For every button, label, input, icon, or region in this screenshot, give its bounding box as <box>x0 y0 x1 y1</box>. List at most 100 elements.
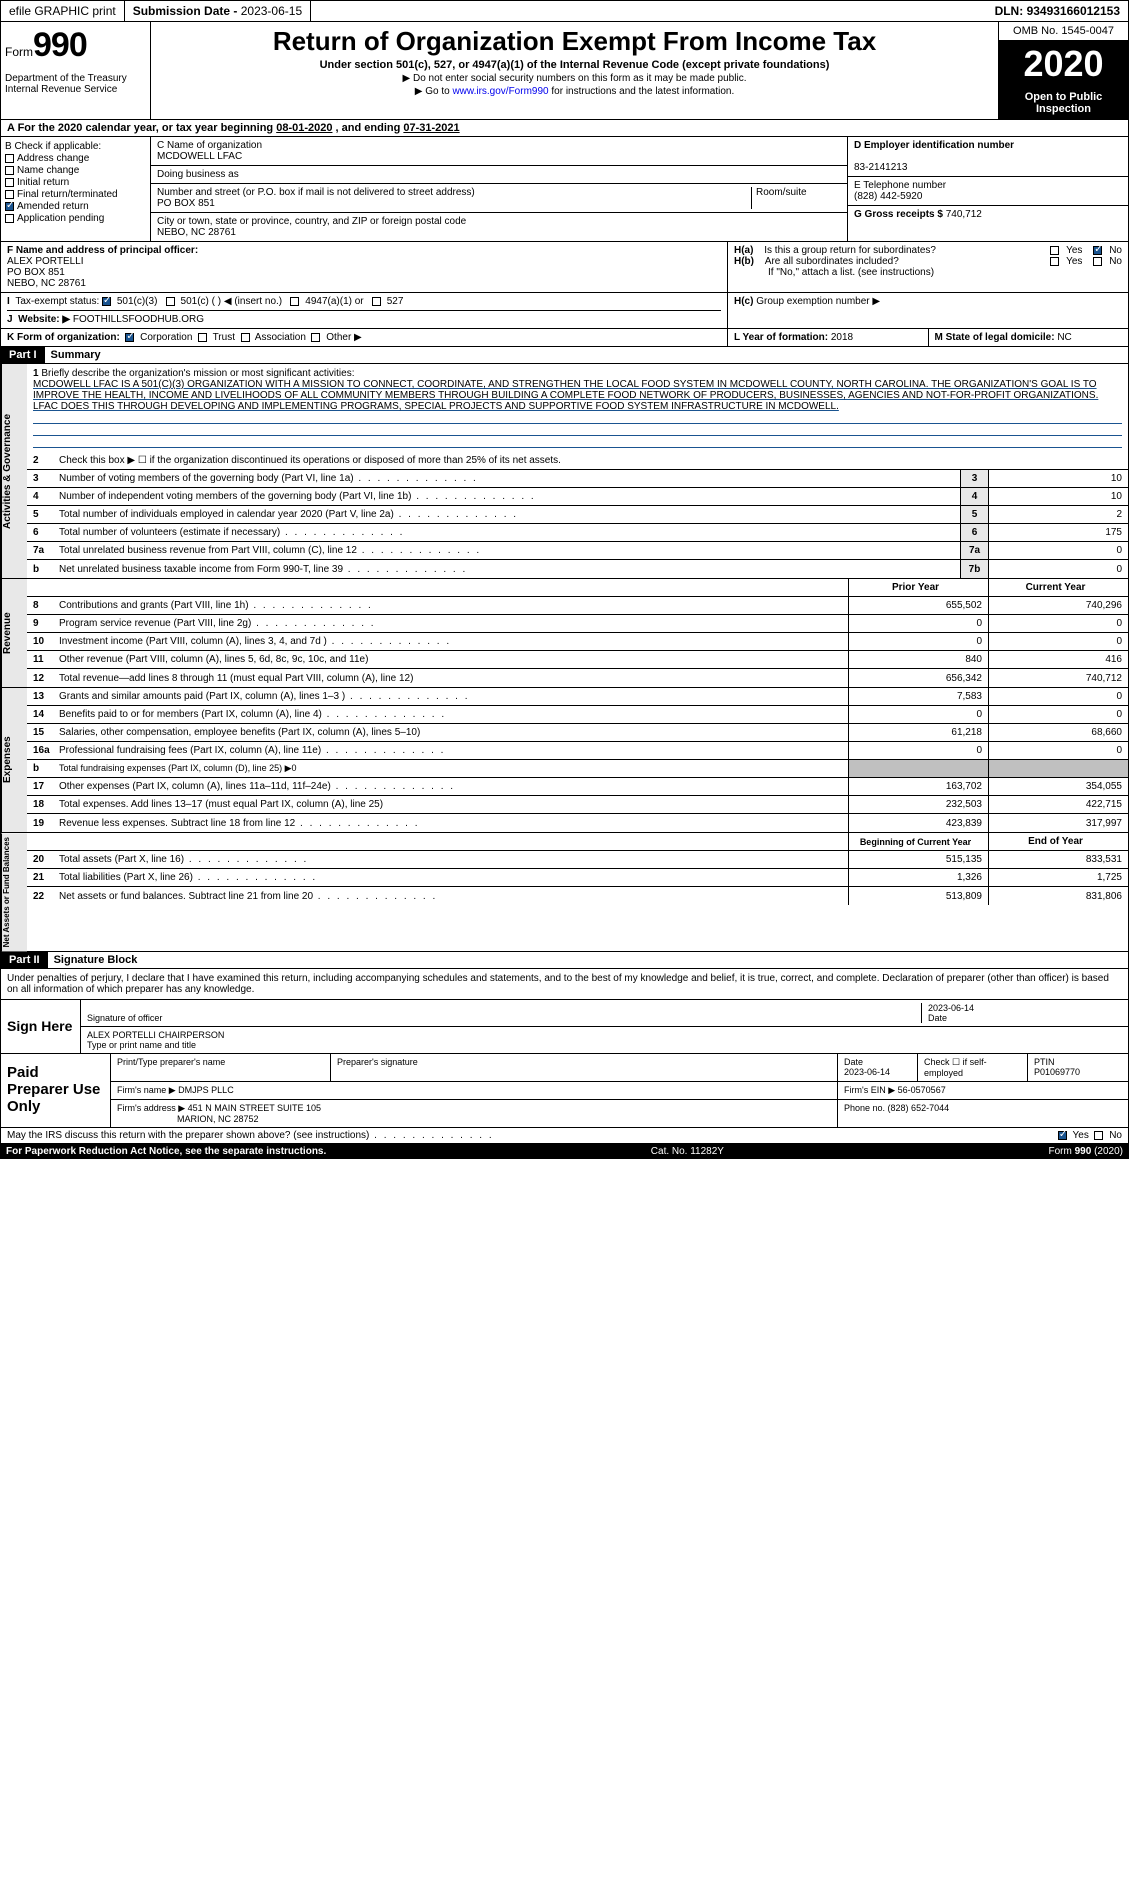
hb-yes[interactable] <box>1050 257 1059 266</box>
val-22c: 831,806 <box>988 887 1128 905</box>
h-note: If "No," attach a list. (see instruction… <box>734 267 1122 278</box>
sig-date-lbl: Date <box>928 1013 947 1023</box>
val-5: 2 <box>988 506 1128 523</box>
j-lbl: Website: ▶ <box>18 314 70 325</box>
addr-lbl: Number and street (or P.O. box if mail i… <box>157 187 475 198</box>
side-activities: Activities & Governance <box>1 364 27 578</box>
val-20c: 833,531 <box>988 851 1128 868</box>
officer-name: ALEX PORTELLI <box>7 256 84 267</box>
ha-no[interactable] <box>1093 246 1102 255</box>
k-other[interactable] <box>311 333 320 342</box>
prior-year-hdr: Prior Year <box>848 579 988 596</box>
gross-receipts: 740,712 <box>946 209 982 220</box>
form-header: Form990 Department of the Treasury Inter… <box>0 22 1129 120</box>
prep-sig-hdr: Preparer's signature <box>331 1054 838 1081</box>
line-16b: Total fundraising expenses (Part IX, col… <box>55 761 848 776</box>
sign-here-lbl: Sign Here <box>1 1000 81 1053</box>
omb-number: OMB No. 1545-0047 <box>999 22 1128 41</box>
chk-pending[interactable]: Application pending <box>5 213 146 224</box>
k-trust[interactable] <box>198 333 207 342</box>
line-3: Number of voting members of the governin… <box>55 471 960 486</box>
i-4947[interactable] <box>290 297 299 306</box>
firm-addr2: MARION, NC 28752 <box>177 1114 259 1124</box>
irs-link[interactable]: www.irs.gov/Form990 <box>452 86 548 97</box>
val-4: 10 <box>988 488 1128 505</box>
val-20p: 515,135 <box>848 851 988 868</box>
val-21c: 1,725 <box>988 869 1128 886</box>
header-grid: B Check if applicable: Address change Na… <box>0 137 1129 242</box>
paid-lbl: Paid Preparer Use Only <box>1 1054 111 1127</box>
line-13: Grants and similar amounts paid (Part IX… <box>55 689 848 704</box>
expenses-block: Expenses 13Grants and similar amounts pa… <box>0 688 1129 833</box>
firm-addr-lbl: Firm's address ▶ <box>117 1103 185 1113</box>
side-revenue: Revenue <box>1 579 27 687</box>
row-klm: K Form of organization: Corporation Trus… <box>0 329 1129 347</box>
line-4: Number of independent voting members of … <box>55 489 960 504</box>
val-13c: 0 <box>988 688 1128 705</box>
row-fh: F Name and address of principal officer:… <box>0 242 1129 293</box>
form-note-2: ▶ Go to www.irs.gov/Form990 for instruct… <box>155 86 994 97</box>
val-15c: 68,660 <box>988 724 1128 741</box>
i-527[interactable] <box>372 297 381 306</box>
chk-final[interactable]: Final return/terminated <box>5 189 146 200</box>
current-year-hdr: Current Year <box>988 579 1128 596</box>
val-19p: 423,839 <box>848 814 988 832</box>
val-12p: 656,342 <box>848 669 988 687</box>
firm-phone-lbl: Phone no. <box>844 1103 888 1113</box>
val-16ap: 0 <box>848 742 988 759</box>
chk-name[interactable]: Name change <box>5 165 146 176</box>
hb-txt: Are all subordinates included? <box>765 256 1046 267</box>
efile-label: efile GRAPHIC print <box>1 1 125 21</box>
part1-title: Summary <box>45 347 107 363</box>
ha-yes[interactable] <box>1050 246 1059 255</box>
chk-initial[interactable]: Initial return <box>5 177 146 188</box>
val-10c: 0 <box>988 633 1128 650</box>
sign-here-block: Sign Here Signature of officer2023-06-14… <box>0 1000 1129 1054</box>
section-deg: D Employer identification number83-21412… <box>848 137 1128 241</box>
k-assoc[interactable] <box>241 333 250 342</box>
bcy-hdr: Beginning of Current Year <box>848 833 988 850</box>
val-15p: 61,218 <box>848 724 988 741</box>
val-19c: 317,997 <box>988 814 1128 832</box>
firm-ein-lbl: Firm's EIN ▶ <box>844 1085 895 1095</box>
line-11: Other revenue (Part VIII, column (A), li… <box>55 652 848 667</box>
ha-txt: Is this a group return for subordinates? <box>764 245 1046 256</box>
f-lbl: F Name and address of principal officer: <box>7 245 198 256</box>
chk-amended[interactable]: Amended return <box>5 201 146 212</box>
line-15: Salaries, other compensation, employee b… <box>55 725 848 740</box>
i-501c3[interactable] <box>102 297 111 306</box>
netassets-block: Net Assets or Fund Balances Beginning of… <box>0 833 1129 952</box>
department: Department of the Treasury Internal Reve… <box>5 73 146 95</box>
val-7a: 0 <box>988 542 1128 559</box>
officer-addr2: NEBO, NC 28761 <box>7 278 86 289</box>
hb-no[interactable] <box>1093 257 1102 266</box>
form-subtitle: Under section 501(c), 527, or 4947(a)(1)… <box>155 59 994 71</box>
prep-self-hdr: Check ☐ if self-employed <box>918 1054 1028 1081</box>
line-16a: Professional fundraising fees (Part IX, … <box>55 743 848 758</box>
val-14p: 0 <box>848 706 988 723</box>
i-501c[interactable] <box>166 297 175 306</box>
section-b: B Check if applicable: Address change Na… <box>1 137 151 241</box>
line-9: Program service revenue (Part VIII, line… <box>55 616 848 631</box>
l-lbl: L Year of formation: <box>734 332 831 343</box>
phone: (828) 442-5920 <box>854 191 922 202</box>
discuss-yes[interactable] <box>1058 1131 1067 1140</box>
val-3: 10 <box>988 470 1128 487</box>
mission-lbl: Briefly describe the organization's miss… <box>41 368 354 379</box>
val-7b: 0 <box>988 560 1128 578</box>
paid-preparer-block: Paid Preparer Use Only Print/Type prepar… <box>0 1054 1129 1128</box>
val-9p: 0 <box>848 615 988 632</box>
discuss-no[interactable] <box>1094 1131 1103 1140</box>
officer-addr1: PO BOX 851 <box>7 267 65 278</box>
sig-date-val: 2023-06-14 <box>928 1003 974 1013</box>
k-corp[interactable] <box>125 333 134 342</box>
footer: For Paperwork Reduction Act Notice, see … <box>0 1144 1129 1159</box>
part2-title: Signature Block <box>48 952 144 968</box>
val-18c: 422,715 <box>988 796 1128 813</box>
row-a: A For the 2020 calendar year, or tax yea… <box>0 120 1129 137</box>
website: FOOTHILLSFOODHUB.ORG <box>73 314 204 325</box>
form-number: 990 <box>33 26 87 64</box>
org-addr: PO BOX 851 <box>157 198 215 209</box>
chk-address[interactable]: Address change <box>5 153 146 164</box>
b-header: B Check if applicable: <box>5 141 146 152</box>
